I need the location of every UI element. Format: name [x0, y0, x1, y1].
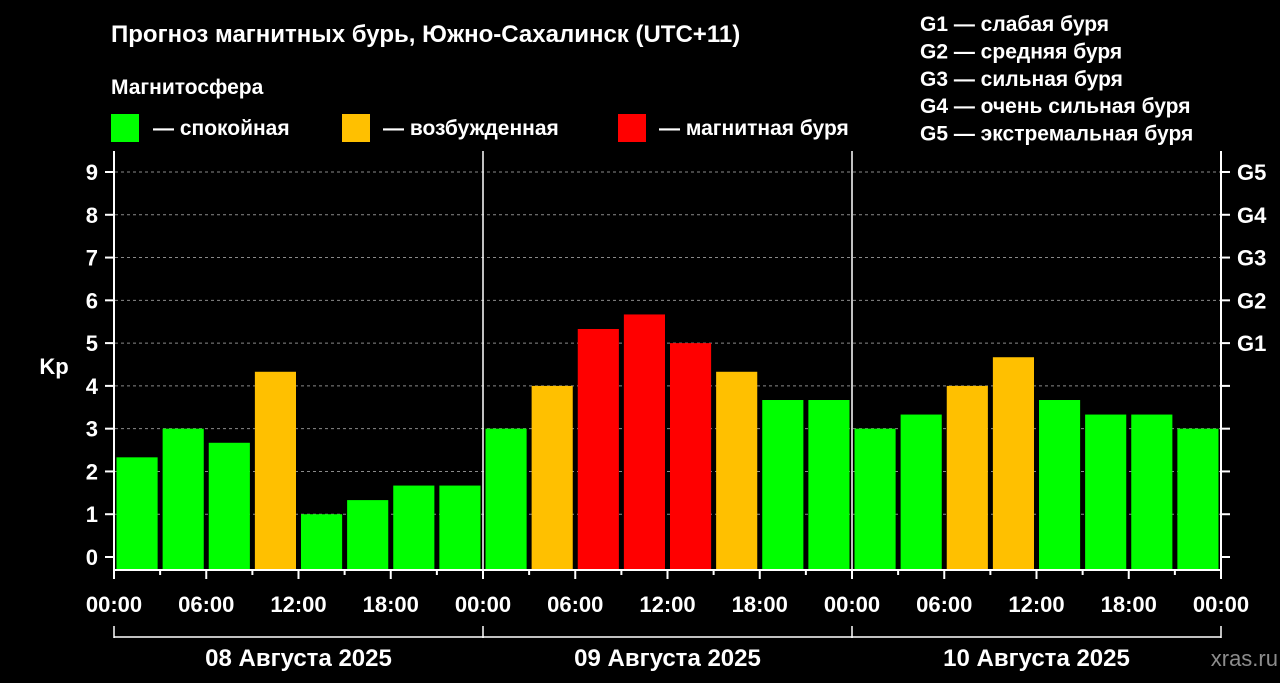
kp-bar [485, 428, 527, 569]
kp-bar [623, 314, 665, 569]
day-labels: 08 Августа 2025 09 Августа 2025 10 Августа… [113, 626, 1222, 672]
day-label: 10 Августа 2025 [943, 645, 1130, 672]
kp-bar [900, 414, 942, 569]
x-ticks: 00:00 06:00 12:00 18:00 00:00 06:00 12:00 18:00… [86, 570, 1249, 617]
storm-level-label: G4 [1237, 203, 1267, 228]
kp-bar [1131, 414, 1173, 569]
chart-title: Прогноз магнитных бурь, Южно-Сахалинск (… [111, 21, 740, 48]
y-tick-label: 4 [86, 374, 99, 399]
x-tick-label: 06:00 [547, 592, 603, 617]
day-label: 09 Августа 2025 [574, 645, 761, 672]
legend-label: — магнитная буря [659, 117, 849, 140]
kp-bar [531, 385, 573, 569]
y-ticks: 0 1 2 3 4 5 6 7 8 9 [86, 160, 114, 570]
x-tick-label: 12:00 [639, 592, 695, 617]
x-tick-label: 00:00 [455, 592, 511, 617]
y-tick-label: 7 [86, 246, 98, 271]
y-tick-label: 3 [86, 417, 98, 442]
y-tick-label: 0 [86, 545, 98, 570]
y-tick-label: 5 [86, 331, 98, 356]
y-tick-label: 9 [86, 160, 98, 185]
kp-bar [577, 328, 619, 569]
kp-bar [393, 485, 435, 569]
y-tick-label: 1 [86, 502, 98, 527]
kp-bar [301, 514, 343, 569]
kp-bar [347, 500, 389, 569]
kp-bar [162, 428, 204, 569]
x-tick-label: 12:00 [270, 592, 326, 617]
x-tick-label: 00:00 [1193, 592, 1249, 617]
legend-swatch [618, 114, 646, 142]
x-tick-label: 18:00 [732, 592, 788, 617]
kp-bar [116, 457, 158, 569]
bars [116, 314, 1219, 569]
kp-bar [808, 400, 850, 569]
kp-bar [762, 400, 804, 569]
x-tick-label: 06:00 [178, 592, 234, 617]
day-label: 08 Августа 2025 [205, 645, 392, 672]
storm-scale-item: G5 — экстремальная буря [920, 123, 1193, 146]
watermark: xras.ru [1211, 646, 1278, 671]
legend-label: — возбужденная [383, 117, 559, 140]
kp-bar [992, 357, 1034, 569]
y-tick-label: 6 [86, 288, 98, 313]
kp-bar [1039, 400, 1081, 569]
legend-title: Магнитосфера [111, 76, 264, 99]
storm-scale-legend: G1 — слабая буря G2 — средняя буря G3 — си… [920, 13, 1193, 146]
kp-bar [1085, 414, 1127, 569]
storm-level-label: G2 [1237, 288, 1266, 313]
kp-bar [946, 385, 988, 569]
storm-level-label: G3 [1237, 246, 1266, 271]
gridlines [115, 171, 1220, 515]
y-tick-label: 2 [86, 459, 98, 484]
kp-bar [439, 485, 481, 569]
kp-bar [254, 371, 296, 569]
x-tick-label: 12:00 [1008, 592, 1064, 617]
storm-level-ticks: G1 G2 G3 G4 G5 [1221, 160, 1267, 558]
legend: — спокойная — возбужденная — магнитная бур… [111, 114, 849, 142]
storm-level-label: G5 [1237, 160, 1266, 185]
y-axis-label: Kp [39, 354, 68, 379]
legend-swatch [342, 114, 370, 142]
kp-bar [854, 428, 896, 569]
kp-bar [1177, 428, 1219, 569]
storm-scale-item: G4 — очень сильная буря [920, 95, 1190, 118]
x-tick-label: 06:00 [916, 592, 972, 617]
x-tick-label: 18:00 [363, 592, 419, 617]
x-tick-label: 00:00 [824, 592, 880, 617]
x-tick-label: 18:00 [1101, 592, 1157, 617]
kp-bar [670, 343, 712, 569]
x-tick-label: 00:00 [86, 592, 142, 617]
storm-scale-item: G3 — сильная буря [920, 68, 1123, 91]
legend-swatch [111, 114, 139, 142]
storm-scale-item: G2 — средняя буря [920, 40, 1122, 63]
storm-scale-item: G1 — слабая буря [920, 13, 1109, 36]
storm-level-label: G1 [1237, 331, 1266, 356]
kp-bar [208, 442, 250, 569]
legend-label: — спокойная [153, 117, 290, 140]
kp-bar [716, 371, 758, 569]
y-tick-label: 8 [86, 203, 98, 228]
